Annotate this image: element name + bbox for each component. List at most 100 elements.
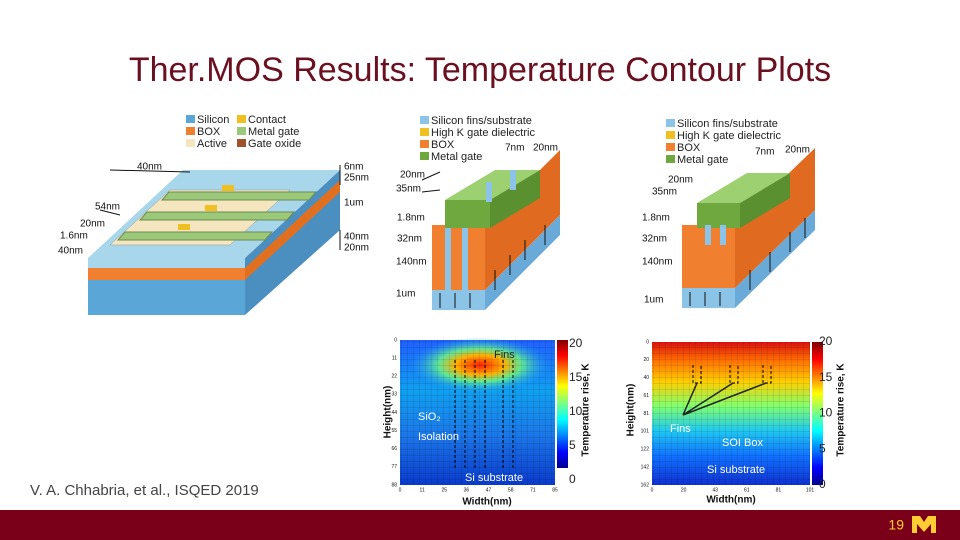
fin <box>510 170 516 190</box>
legend-swatch <box>237 127 246 135</box>
legend-label: Gate oxide <box>248 138 301 150</box>
plot-right-ticks: 0 20 43 61 81 101 0 20 40 61 81 101 122 142 162 20 15 10 5… <box>641 334 833 493</box>
legend-swatch <box>666 119 675 127</box>
y-tick-label: 122 <box>641 447 650 453</box>
colorbar-tick-label: 0 <box>569 472 576 486</box>
colorbar <box>812 342 823 485</box>
y-axis-label: Height(nm) <box>383 386 394 439</box>
dimension-label: 35nm <box>652 187 677 198</box>
dimension-label: 140nm <box>396 257 427 268</box>
colorbar-label: Temperature rise, K <box>581 363 592 457</box>
y-tick-label: 88 <box>391 482 397 488</box>
fin <box>486 182 492 202</box>
colorbar-tick-label: 0 <box>819 477 826 491</box>
x-tick-label: 58 <box>508 487 514 493</box>
box-side <box>735 148 815 288</box>
dimension-label: 32nm <box>397 234 422 245</box>
legend-label: Contact <box>248 114 286 126</box>
legend-label: Silicon <box>197 114 229 126</box>
dimension-label: 40nm <box>137 162 162 173</box>
dimension-label: 7nm <box>505 143 524 154</box>
legend-swatch <box>186 139 195 147</box>
dimension-label: 25nm <box>344 173 369 184</box>
substrate <box>682 288 735 308</box>
contact <box>205 205 217 211</box>
y-tick-label: 0 <box>394 337 397 343</box>
dimension-label: 1.8nm <box>397 213 425 224</box>
y-tick-label: 33 <box>391 392 397 398</box>
box-front <box>432 225 485 290</box>
x-axis-label: Width(nm) <box>706 495 755 506</box>
x-tick-label: 0 <box>399 487 402 493</box>
x-tick-label: 43 <box>712 487 718 493</box>
x-tick-label: 25 <box>442 487 448 493</box>
y-tick-label: 55 <box>391 428 397 434</box>
y-tick-label: 44 <box>391 410 397 416</box>
legend-label: Active <box>197 138 227 150</box>
annotation-arrows <box>682 382 767 416</box>
legend-swatch <box>420 128 429 136</box>
box-front <box>88 268 245 280</box>
x-tick-label: 11 <box>420 487 425 493</box>
contact <box>222 185 234 191</box>
dimension-label: 1um <box>396 289 415 300</box>
legend-swatch <box>666 131 675 139</box>
dimension-label: 20nm <box>785 145 810 156</box>
contour-plot-bulk <box>400 337 568 485</box>
legend-swatch <box>186 115 195 123</box>
footer-bar <box>0 510 960 540</box>
substrate-side <box>485 215 560 310</box>
legend-label: High K gate dielectric <box>431 127 535 139</box>
metal-gate <box>160 191 318 201</box>
x-tick-label: 0 <box>651 487 654 493</box>
y-tick-label: 40 <box>643 375 649 381</box>
legend-label: Silicon fins/substrate <box>431 115 532 127</box>
dimension-lines <box>99 165 341 250</box>
finfet-soi-figure: Silicon fins/substrate High K gate diele… <box>642 118 815 308</box>
dimension-label: 1um <box>644 295 663 306</box>
x-tick-label: 81 <box>776 487 782 493</box>
dimension-label: 20nm <box>668 175 693 186</box>
dimension-label: 7nm <box>755 147 774 158</box>
dimension-label: 40nm <box>344 232 369 243</box>
page-number: 19 <box>888 517 904 533</box>
planar-device-figure: Silicon Contact BOX Metal gate Active Ga… <box>58 114 369 315</box>
legend-swatch <box>420 152 429 160</box>
contact <box>178 224 190 230</box>
x-tick-label: 61 <box>744 487 750 493</box>
legend-swatch <box>666 155 675 163</box>
legend-label: High K gate dielectric <box>677 130 781 142</box>
citation: V. A. Chhabria, et al., ISQED 2019 <box>30 482 259 499</box>
metal-gate <box>116 231 274 241</box>
fin-outline <box>454 360 514 470</box>
gate-front <box>697 203 740 228</box>
y-tick-label: 20 <box>643 357 649 363</box>
y-tick-label: 162 <box>641 482 650 488</box>
dimension-label: 1.8nm <box>642 213 670 224</box>
heat-arrows <box>421 171 546 308</box>
annotation: Si substrate <box>707 464 765 476</box>
colorbar-label: Temperature rise, K <box>836 363 847 457</box>
legend-swatch <box>666 143 675 151</box>
y-tick-label: 61 <box>643 393 649 399</box>
dimension-label: 54nm <box>95 202 120 213</box>
legend-label: Metal gate <box>431 151 482 163</box>
annotation: Si substrate <box>465 472 523 484</box>
legend-swatch <box>420 140 429 148</box>
legend-label: BOX <box>677 142 701 154</box>
mesh-grid <box>400 340 555 485</box>
dimension-label: 1um <box>344 198 363 209</box>
annotation: SiO₂ <box>418 411 441 423</box>
x-axis-label: Width(nm) <box>462 497 511 508</box>
plot-left-ticks: 0 11 25 36 47 58 71 85 0 11 22 33 44 55 66 77 88 20 15 10 5 0 <box>391 336 582 493</box>
gate-side <box>490 170 540 228</box>
dimension-label: 32nm <box>642 234 667 245</box>
y-tick-label: 77 <box>391 464 397 470</box>
heat-arrows <box>689 218 806 306</box>
annotation: Fins <box>670 423 691 435</box>
dimension-label: 1.6nm <box>60 231 88 242</box>
box-side <box>245 180 340 280</box>
